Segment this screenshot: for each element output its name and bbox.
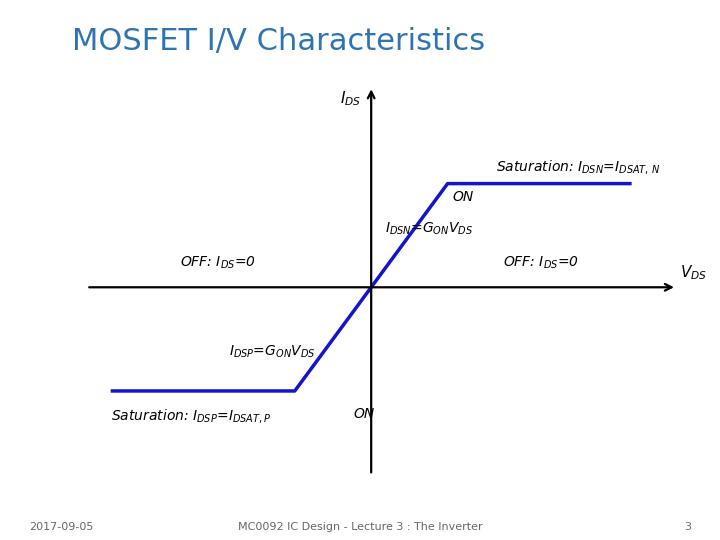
Text: 3: 3 xyxy=(684,522,691,532)
Text: 2017-09-05: 2017-09-05 xyxy=(29,522,93,532)
Text: MOSFET I/V Characteristics: MOSFET I/V Characteristics xyxy=(72,27,485,56)
Text: MC0092 IC Design - Lecture 3 : The Inverter: MC0092 IC Design - Lecture 3 : The Inver… xyxy=(238,522,482,532)
Text: ON: ON xyxy=(453,190,474,204)
Text: Saturation: $I_{DSP}$=$I_{DSAT,P}$: Saturation: $I_{DSP}$=$I_{DSAT,P}$ xyxy=(111,407,271,425)
Text: $I_{DSP}$=$G_{ON}V_{DS}$: $I_{DSP}$=$G_{ON}V_{DS}$ xyxy=(229,344,315,360)
Text: OFF: $I_{DS}$=0: OFF: $I_{DS}$=0 xyxy=(180,255,256,271)
Text: Saturation: $I_{DSN}$=$I_{DSAT,\,N}$: Saturation: $I_{DSN}$=$I_{DSAT,\,N}$ xyxy=(496,158,660,176)
Text: $V_{DS}$: $V_{DS}$ xyxy=(680,264,707,282)
Text: ON: ON xyxy=(354,407,375,421)
Text: $I_{DSN}$=$G_{ON}V_{DS}$: $I_{DSN}$=$G_{ON}V_{DS}$ xyxy=(385,221,473,237)
Text: $I_{DS}$: $I_{DS}$ xyxy=(340,90,361,109)
Text: OFF: $I_{DS}$=0: OFF: $I_{DS}$=0 xyxy=(503,255,579,271)
